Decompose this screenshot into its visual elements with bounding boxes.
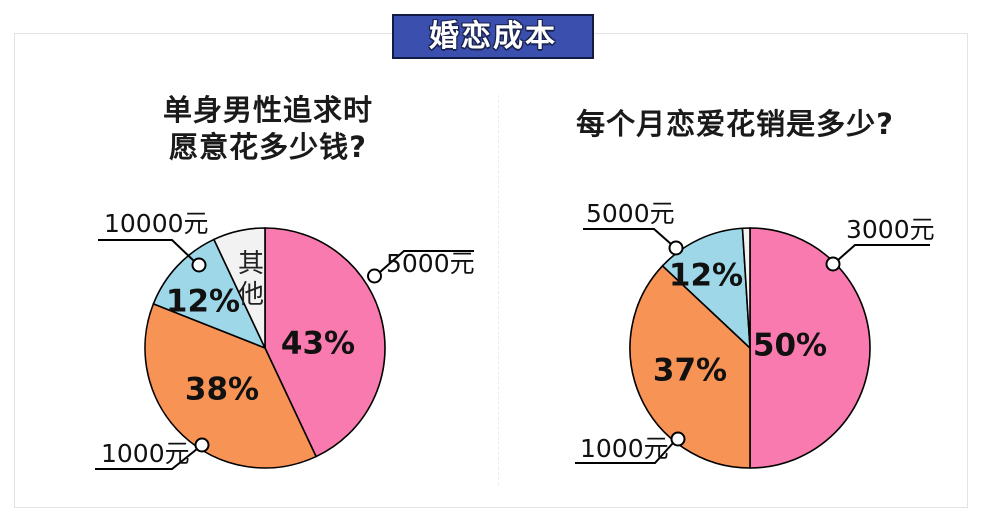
chart-title-right: 每个月恋爱花销是多少? — [576, 107, 894, 141]
title-banner: 婚恋成本 — [392, 14, 594, 59]
chart-title-left: 单身男性追求时 愿意花多少钱? — [162, 93, 373, 165]
panel-divider — [498, 95, 499, 485]
banner-title: 婚恋成本 — [429, 18, 557, 54]
